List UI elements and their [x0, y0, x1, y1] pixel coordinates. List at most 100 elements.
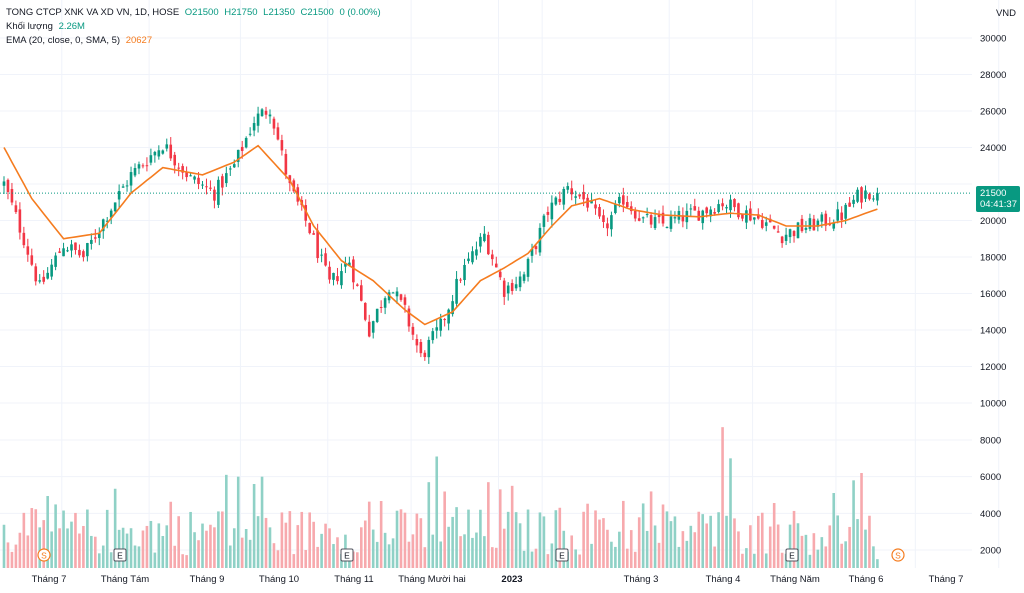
- volume-bar: [248, 539, 252, 568]
- earnings-marker[interactable]: E: [113, 548, 127, 562]
- candle: [415, 334, 419, 353]
- candle: [610, 211, 613, 237]
- candle: [483, 226, 486, 243]
- volume-bar: [483, 536, 486, 568]
- volume-bar: [522, 550, 526, 568]
- earnings-marker[interactable]: E: [340, 548, 354, 562]
- last-price-tag: 21500 04:41:37: [976, 186, 1020, 213]
- candle-body: [641, 217, 645, 219]
- candle: [467, 252, 470, 264]
- candle: [693, 198, 697, 211]
- candle-body: [705, 207, 708, 214]
- ema-label: EMA (20, close, 0, SMA, 5): [6, 35, 121, 46]
- volume-bar: [479, 509, 482, 568]
- price-axis[interactable]: 2000 4000 6000 8000 10000 12000 14000 16000 1800…: [980, 34, 1006, 557]
- candle-body: [292, 180, 296, 192]
- candle-body: [236, 149, 240, 162]
- volume-bar: [753, 553, 756, 568]
- candle-body: [852, 199, 855, 204]
- candle: [622, 187, 625, 213]
- volume-bar: [14, 544, 18, 568]
- candle: [669, 210, 673, 232]
- volume-bar: [534, 548, 538, 568]
- candle-body: [375, 308, 379, 322]
- volume-bar: [66, 528, 69, 568]
- volume-bar: [228, 545, 232, 568]
- candle-body: [574, 196, 577, 198]
- volume-bar: [510, 485, 514, 568]
- candle-body: [348, 262, 351, 266]
- candle: [614, 200, 617, 215]
- candle-body: [419, 342, 423, 354]
- candle: [304, 199, 308, 227]
- volume-bar: [864, 529, 867, 568]
- legend-ema-row[interactable]: EMA (20, close, 0, SMA, 5) 20627: [6, 34, 381, 48]
- candle-body: [427, 339, 431, 358]
- legend-symbol-row[interactable]: TONG CTCP XNK VA XD VN, 1D, HOSE O21500 …: [6, 6, 381, 20]
- candle-body: [776, 231, 780, 233]
- volume-bar: [141, 530, 145, 568]
- volume-bar: [776, 524, 780, 568]
- candle-body: [518, 276, 522, 288]
- candle: [284, 149, 288, 180]
- volume-bar: [292, 554, 296, 568]
- candle-body: [856, 189, 859, 202]
- candle-body: [792, 231, 796, 237]
- volume-bar: [796, 523, 800, 568]
- volume-bar: [542, 516, 546, 568]
- candle-body: [14, 205, 18, 213]
- candle-body: [673, 217, 677, 219]
- split-marker[interactable]: S: [37, 548, 51, 562]
- volume-bar: [772, 503, 776, 568]
- volume-bar: [804, 534, 808, 568]
- candle-body: [363, 302, 367, 320]
- volume-bar: [526, 509, 530, 568]
- candle-body: [252, 123, 256, 131]
- symbol-title[interactable]: TONG CTCP XNK VA XD VN, 1D, HOSE: [6, 7, 180, 18]
- volume-bar: [280, 512, 284, 568]
- candle: [252, 116, 256, 137]
- candle: [741, 213, 744, 222]
- legend-volume-row[interactable]: Khối lượng 2.26M: [6, 20, 381, 34]
- volume-bar: [403, 512, 407, 568]
- candle: [808, 213, 812, 232]
- candle-body: [90, 239, 93, 244]
- candle-body: [610, 215, 613, 230]
- volume-bar: [705, 523, 708, 568]
- candle: [506, 282, 510, 301]
- volume-bar: [149, 520, 153, 568]
- candle-body: [788, 229, 792, 238]
- currency-label[interactable]: VND: [995, 8, 1016, 19]
- candle: [526, 257, 530, 282]
- candle-body: [872, 198, 875, 200]
- candle-body: [717, 204, 720, 213]
- candle-body: [213, 189, 216, 201]
- candle-body: [510, 283, 514, 292]
- candle-body: [62, 248, 65, 257]
- volume-bar: [463, 534, 466, 568]
- volume-label: Khối lượng: [6, 21, 53, 32]
- split-marker[interactable]: S: [891, 548, 905, 562]
- candle-body: [312, 233, 315, 235]
- volume-bar: [661, 504, 665, 568]
- candle-body: [316, 230, 319, 259]
- earnings-marker[interactable]: E: [555, 548, 569, 562]
- candle: [491, 249, 494, 266]
- candle: [375, 308, 379, 324]
- candle-body: [558, 198, 562, 203]
- candle-body: [379, 307, 383, 309]
- candle-body: [764, 222, 768, 226]
- candle: [558, 191, 562, 206]
- volume-bar: [594, 510, 597, 568]
- volume-bar: [800, 535, 804, 568]
- candle-body: [320, 254, 323, 256]
- volume-bar: [70, 521, 73, 568]
- candle-body: [161, 150, 165, 154]
- earnings-marker[interactable]: E: [785, 548, 799, 562]
- candle: [62, 242, 65, 257]
- candle-body: [820, 214, 824, 222]
- candle: [367, 314, 371, 338]
- time-axis[interactable]: Tháng 7 Tháng Tám Tháng 9 Tháng 10 Tháng 11 T…: [32, 574, 964, 585]
